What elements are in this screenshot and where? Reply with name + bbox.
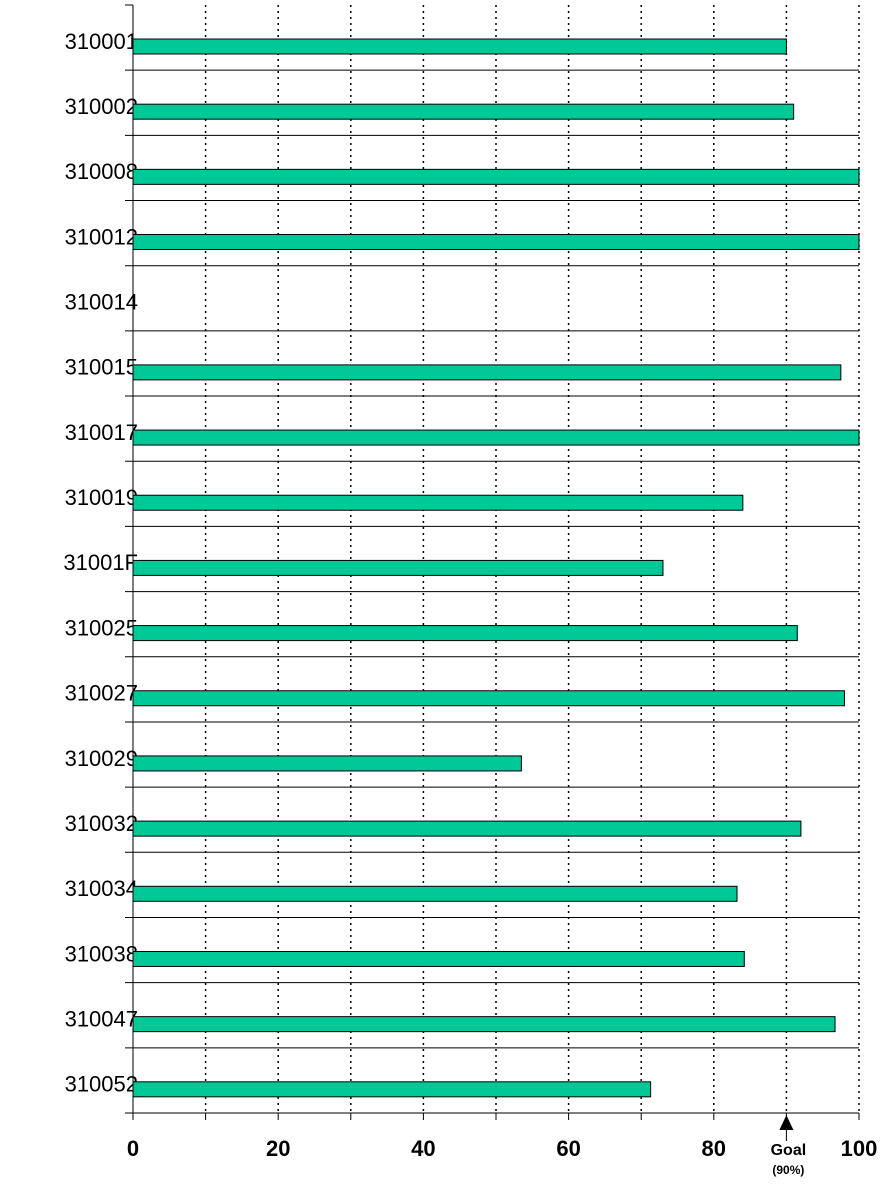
bar: [132, 364, 842, 381]
bar: [132, 950, 745, 967]
x-tick-label: 40: [411, 1136, 435, 1161]
bar: [132, 755, 522, 772]
goal-arrow: [779, 1115, 794, 1130]
bar: [132, 234, 860, 251]
bar: [132, 494, 744, 511]
x-tick-label: 0: [127, 1136, 139, 1161]
goal-sublabel: (90%): [772, 1163, 804, 1177]
y-tick-label: 310001: [65, 29, 138, 54]
bar: [132, 820, 802, 837]
y-tick-label: 310034: [65, 876, 138, 901]
y-tick-label: 310047: [65, 1006, 138, 1031]
y-tick-label: 310002: [65, 94, 138, 119]
y-tick-label: 310052: [65, 1072, 138, 1097]
bar: [132, 429, 860, 446]
bar: [132, 1081, 652, 1098]
bar: [132, 885, 738, 902]
y-tick-label: 310008: [65, 159, 138, 184]
y-tick-label: 31001F: [63, 550, 138, 575]
bar: [132, 38, 787, 55]
y-tick-label: 310019: [65, 485, 138, 510]
y-tick-label: 310038: [65, 941, 138, 966]
bar: [132, 559, 664, 576]
y-tick-label: 310025: [65, 615, 138, 640]
bar: [132, 690, 845, 707]
goal-label: Goal: [771, 1142, 807, 1159]
bar: [132, 1016, 836, 1033]
x-tick-label: 60: [556, 1136, 580, 1161]
x-tick-label: 100: [841, 1136, 878, 1161]
y-tick-label: 310032: [65, 811, 138, 836]
bar: [132, 103, 795, 120]
y-tick-label: 310027: [65, 681, 138, 706]
y-tick-label: 310029: [65, 746, 138, 771]
bar: [132, 625, 798, 642]
y-tick-label: 310015: [65, 355, 138, 380]
bar: [132, 168, 860, 185]
y-tick-label: 310017: [65, 420, 138, 445]
x-tick-label: 20: [266, 1136, 290, 1161]
x-tick-label: 80: [702, 1136, 726, 1161]
y-tick-label: 310012: [65, 224, 138, 249]
y-tick-label: 310014: [65, 290, 138, 315]
